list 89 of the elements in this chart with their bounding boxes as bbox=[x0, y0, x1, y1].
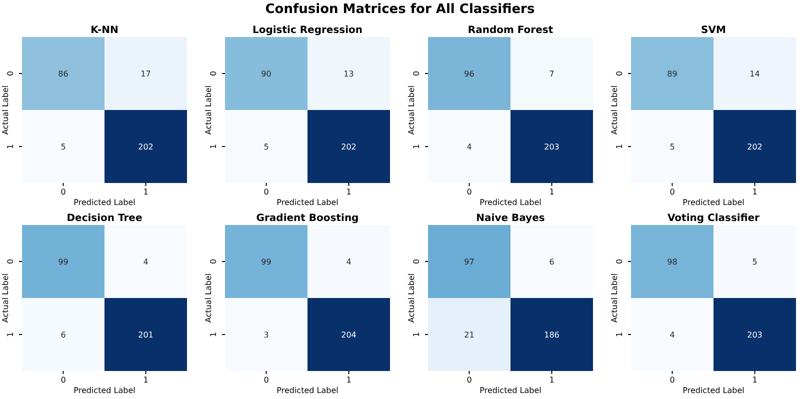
x-axis-title: Predicted Label bbox=[480, 386, 542, 395]
y-tick-label: 0 bbox=[412, 258, 421, 264]
y-axis-title: Actual Label bbox=[610, 85, 619, 135]
x-tick-label: 0 bbox=[60, 188, 66, 197]
y-axis-title: Actual Label bbox=[204, 273, 213, 323]
data-label: 89 bbox=[667, 69, 678, 78]
data-label: 202 bbox=[747, 142, 762, 152]
y-tick-label: 1 bbox=[209, 144, 218, 150]
y-tick-label: 0 bbox=[615, 258, 624, 264]
data-label: 4 bbox=[346, 257, 352, 266]
data-label: 21 bbox=[464, 330, 474, 340]
x-axis-title: Predicted Label bbox=[276, 386, 338, 395]
data-label: 202 bbox=[341, 142, 356, 152]
y-tick-label: 1 bbox=[6, 144, 15, 150]
chart-title: K-NN bbox=[90, 25, 118, 36]
data-label: 5 bbox=[60, 142, 66, 152]
data-label: 3 bbox=[264, 330, 269, 340]
y-axis-title: Actual Label bbox=[204, 85, 213, 135]
data-label: 5 bbox=[264, 142, 269, 152]
x-tick-label: 1 bbox=[143, 188, 148, 197]
x-tick-label: 1 bbox=[752, 376, 758, 385]
x-tick-label: 1 bbox=[752, 188, 758, 197]
data-label: 96 bbox=[464, 69, 474, 78]
chart-title: Decision Tree bbox=[66, 213, 142, 224]
y-tick-label: 1 bbox=[615, 332, 624, 338]
data-label: 99 bbox=[261, 257, 272, 266]
x-axis-title: Predicted Label bbox=[682, 198, 744, 207]
y-tick-label: 0 bbox=[209, 258, 218, 264]
data-label: 90 bbox=[261, 69, 272, 78]
x-tick-label: 1 bbox=[549, 188, 554, 197]
x-axis-title: Predicted Label bbox=[276, 198, 338, 207]
x-tick-label: 0 bbox=[466, 376, 472, 385]
y-tick-label: 1 bbox=[412, 332, 421, 338]
y-tick-label: 0 bbox=[412, 70, 421, 76]
y-tick-label: 1 bbox=[412, 144, 421, 150]
y-tick-label: 0 bbox=[615, 70, 624, 76]
data-label: 97 bbox=[464, 257, 474, 266]
data-label: 99 bbox=[58, 257, 68, 266]
data-label: 4 bbox=[143, 257, 148, 266]
data-label: 203 bbox=[747, 330, 762, 340]
data-label: 14 bbox=[750, 69, 760, 78]
x-axis-title: Predicted Label bbox=[682, 386, 744, 395]
data-label: 13 bbox=[344, 69, 354, 78]
x-tick-label: 0 bbox=[264, 188, 269, 197]
y-axis-title: Actual Label bbox=[1, 273, 10, 323]
chart-title: SVM bbox=[701, 25, 726, 36]
y-axis-title: Actual Label bbox=[407, 273, 416, 323]
y-axis-title: Actual Label bbox=[407, 85, 416, 135]
data-label: 7 bbox=[549, 69, 554, 78]
y-tick-label: 0 bbox=[209, 70, 218, 76]
y-tick-label: 1 bbox=[209, 332, 218, 338]
x-tick-label: 0 bbox=[264, 376, 269, 385]
chart-title: Logistic Regression bbox=[252, 25, 363, 36]
x-axis-title: Predicted Label bbox=[74, 198, 136, 207]
chart-title: Naive Bayes bbox=[476, 213, 545, 224]
chart-title: Voting Classifier bbox=[667, 213, 760, 224]
x-tick-label: 0 bbox=[670, 376, 675, 385]
x-tick-label: 1 bbox=[549, 376, 554, 385]
x-tick-label: 1 bbox=[143, 376, 148, 385]
x-axis-title: Predicted Label bbox=[74, 386, 136, 395]
data-label: 6 bbox=[549, 257, 554, 266]
chart-title: Gradient Boosting bbox=[256, 213, 359, 224]
y-tick-label: 0 bbox=[6, 70, 15, 76]
x-axis-title: Predicted Label bbox=[480, 198, 542, 207]
y-tick-label: 1 bbox=[6, 332, 15, 338]
text: Confusion Matrices for All Classifiers bbox=[265, 2, 535, 17]
data-label: 204 bbox=[341, 330, 356, 340]
y-axis-title: Actual Label bbox=[610, 273, 619, 323]
x-tick-label: 1 bbox=[346, 188, 352, 197]
data-label: 186 bbox=[544, 330, 560, 340]
x-tick-label: 0 bbox=[466, 188, 472, 197]
data-label: 86 bbox=[58, 69, 68, 78]
data-label: 201 bbox=[138, 330, 154, 340]
chart-title: Random Forest bbox=[468, 25, 554, 36]
y-tick-label: 1 bbox=[615, 144, 624, 150]
data-label: 5 bbox=[670, 142, 675, 152]
y-axis-title: Actual Label bbox=[1, 85, 10, 135]
data-label: 17 bbox=[140, 69, 151, 78]
data-label: 203 bbox=[544, 142, 560, 152]
data-label: 98 bbox=[667, 257, 678, 266]
x-tick-label: 1 bbox=[346, 376, 352, 385]
data-label: 4 bbox=[670, 330, 675, 340]
data-label: 202 bbox=[138, 142, 154, 152]
data-label: 5 bbox=[752, 257, 758, 266]
x-tick-label: 0 bbox=[60, 376, 66, 385]
y-tick-label: 0 bbox=[6, 258, 15, 264]
data-label: 4 bbox=[466, 142, 472, 152]
data-label: 6 bbox=[60, 330, 66, 340]
x-tick-label: 0 bbox=[670, 188, 675, 197]
